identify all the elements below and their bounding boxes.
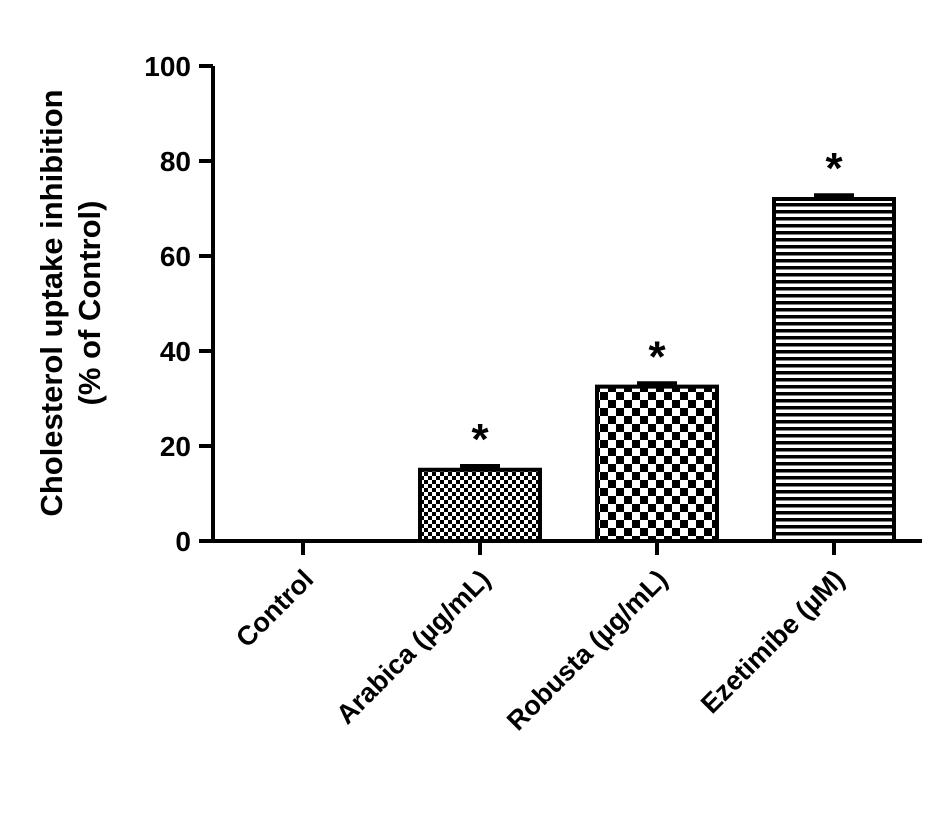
x-tick-label: Robusta (µg/mL) (501, 564, 673, 736)
x-tick-label: Arabica (µg/mL) (330, 564, 496, 730)
error-bar (637, 381, 677, 387)
x-tick-label: Control (230, 564, 319, 653)
x-tick-label: Ezetimibe (µM) (695, 564, 850, 719)
significance-marker: * (825, 144, 843, 193)
y-tick-label: 40 (160, 336, 191, 367)
y-axis-title: Cholesterol uptake inhibition (34, 89, 69, 516)
error-bar (814, 193, 854, 199)
bar (772, 197, 896, 543)
bar (418, 467, 542, 543)
y-tick-label: 80 (160, 146, 191, 177)
y-axis-title: (% of Control) (72, 201, 107, 406)
error-bar (460, 463, 500, 470)
y-tick-label: 20 (160, 431, 191, 462)
y-tick-label: 60 (160, 241, 191, 272)
significance-marker: * (648, 332, 666, 381)
y-tick-label: 0 (175, 526, 191, 557)
y-tick-label: 100 (144, 51, 191, 82)
significance-marker: * (471, 415, 489, 464)
bar (595, 384, 719, 543)
